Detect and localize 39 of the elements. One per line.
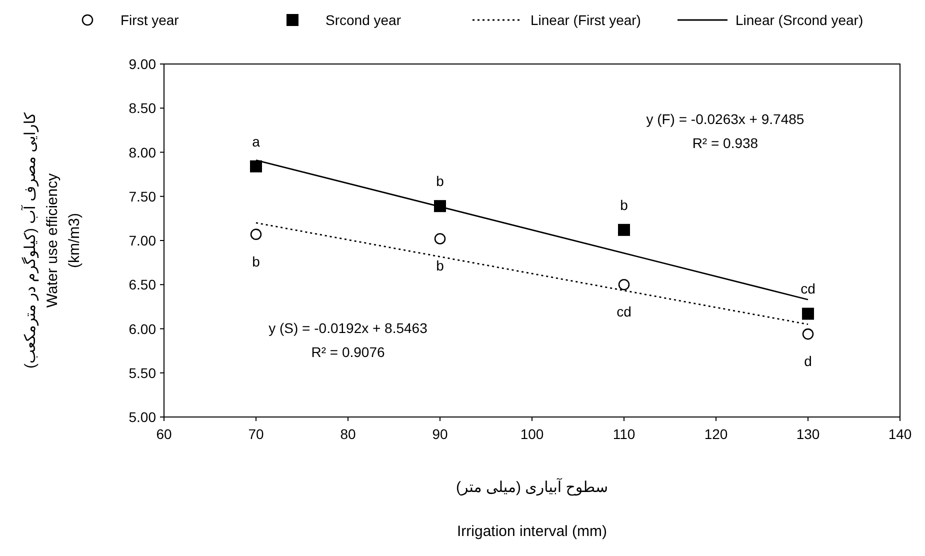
y-tick-label: 7.00	[128, 232, 156, 248]
y-tick-label: 7.50	[128, 188, 156, 204]
point	[802, 308, 814, 320]
y-tick-label: 5.00	[128, 409, 156, 425]
annotation: cd	[616, 304, 632, 320]
annotation: a	[252, 133, 260, 150]
annotation: b	[252, 253, 260, 270]
point	[434, 233, 446, 244]
y-tick-label: 8.50	[128, 100, 156, 116]
y-tick-label: 6.50	[128, 276, 156, 293]
annotation: y (S) = -0.0192x + 8.5463 R² = 0.9076	[268, 320, 428, 360]
x-tick-label: 80	[340, 426, 356, 442]
point	[802, 328, 814, 340]
annotation: y (F) = -0.0263x + 9.7485 R² = 0.938	[646, 111, 804, 152]
annotation: d	[804, 353, 812, 370]
point	[618, 278, 630, 290]
x-tick-label: 100	[520, 426, 544, 442]
annotation: b	[620, 196, 628, 213]
x-tick-label: 120	[704, 426, 728, 442]
point	[250, 160, 262, 172]
point	[250, 228, 262, 240]
annotation: b	[436, 258, 444, 274]
y-tick-label: 8.00	[128, 144, 156, 160]
y-tick-label: 5.50	[128, 364, 156, 381]
x-tick-label: 140	[888, 426, 912, 442]
annotation: b	[436, 173, 444, 190]
x-tick-label: 90	[432, 426, 448, 442]
annotation: cd	[800, 280, 816, 297]
legend-label: Srcond year	[326, 12, 402, 28]
legend-label: Linear (First year)	[530, 12, 641, 28]
x-tick-label: 70	[248, 426, 264, 442]
x-tick-label: 60	[156, 426, 172, 442]
legend-label: First year	[120, 12, 180, 28]
y-tick-label: 6.00	[128, 320, 156, 337]
point	[618, 224, 630, 236]
legend-label: Linear (Srcond year)	[736, 12, 864, 28]
x-tick-label: 130	[796, 426, 820, 442]
y-tick-label: 9.00	[128, 56, 156, 72]
x-tick-label: 110	[612, 426, 636, 442]
